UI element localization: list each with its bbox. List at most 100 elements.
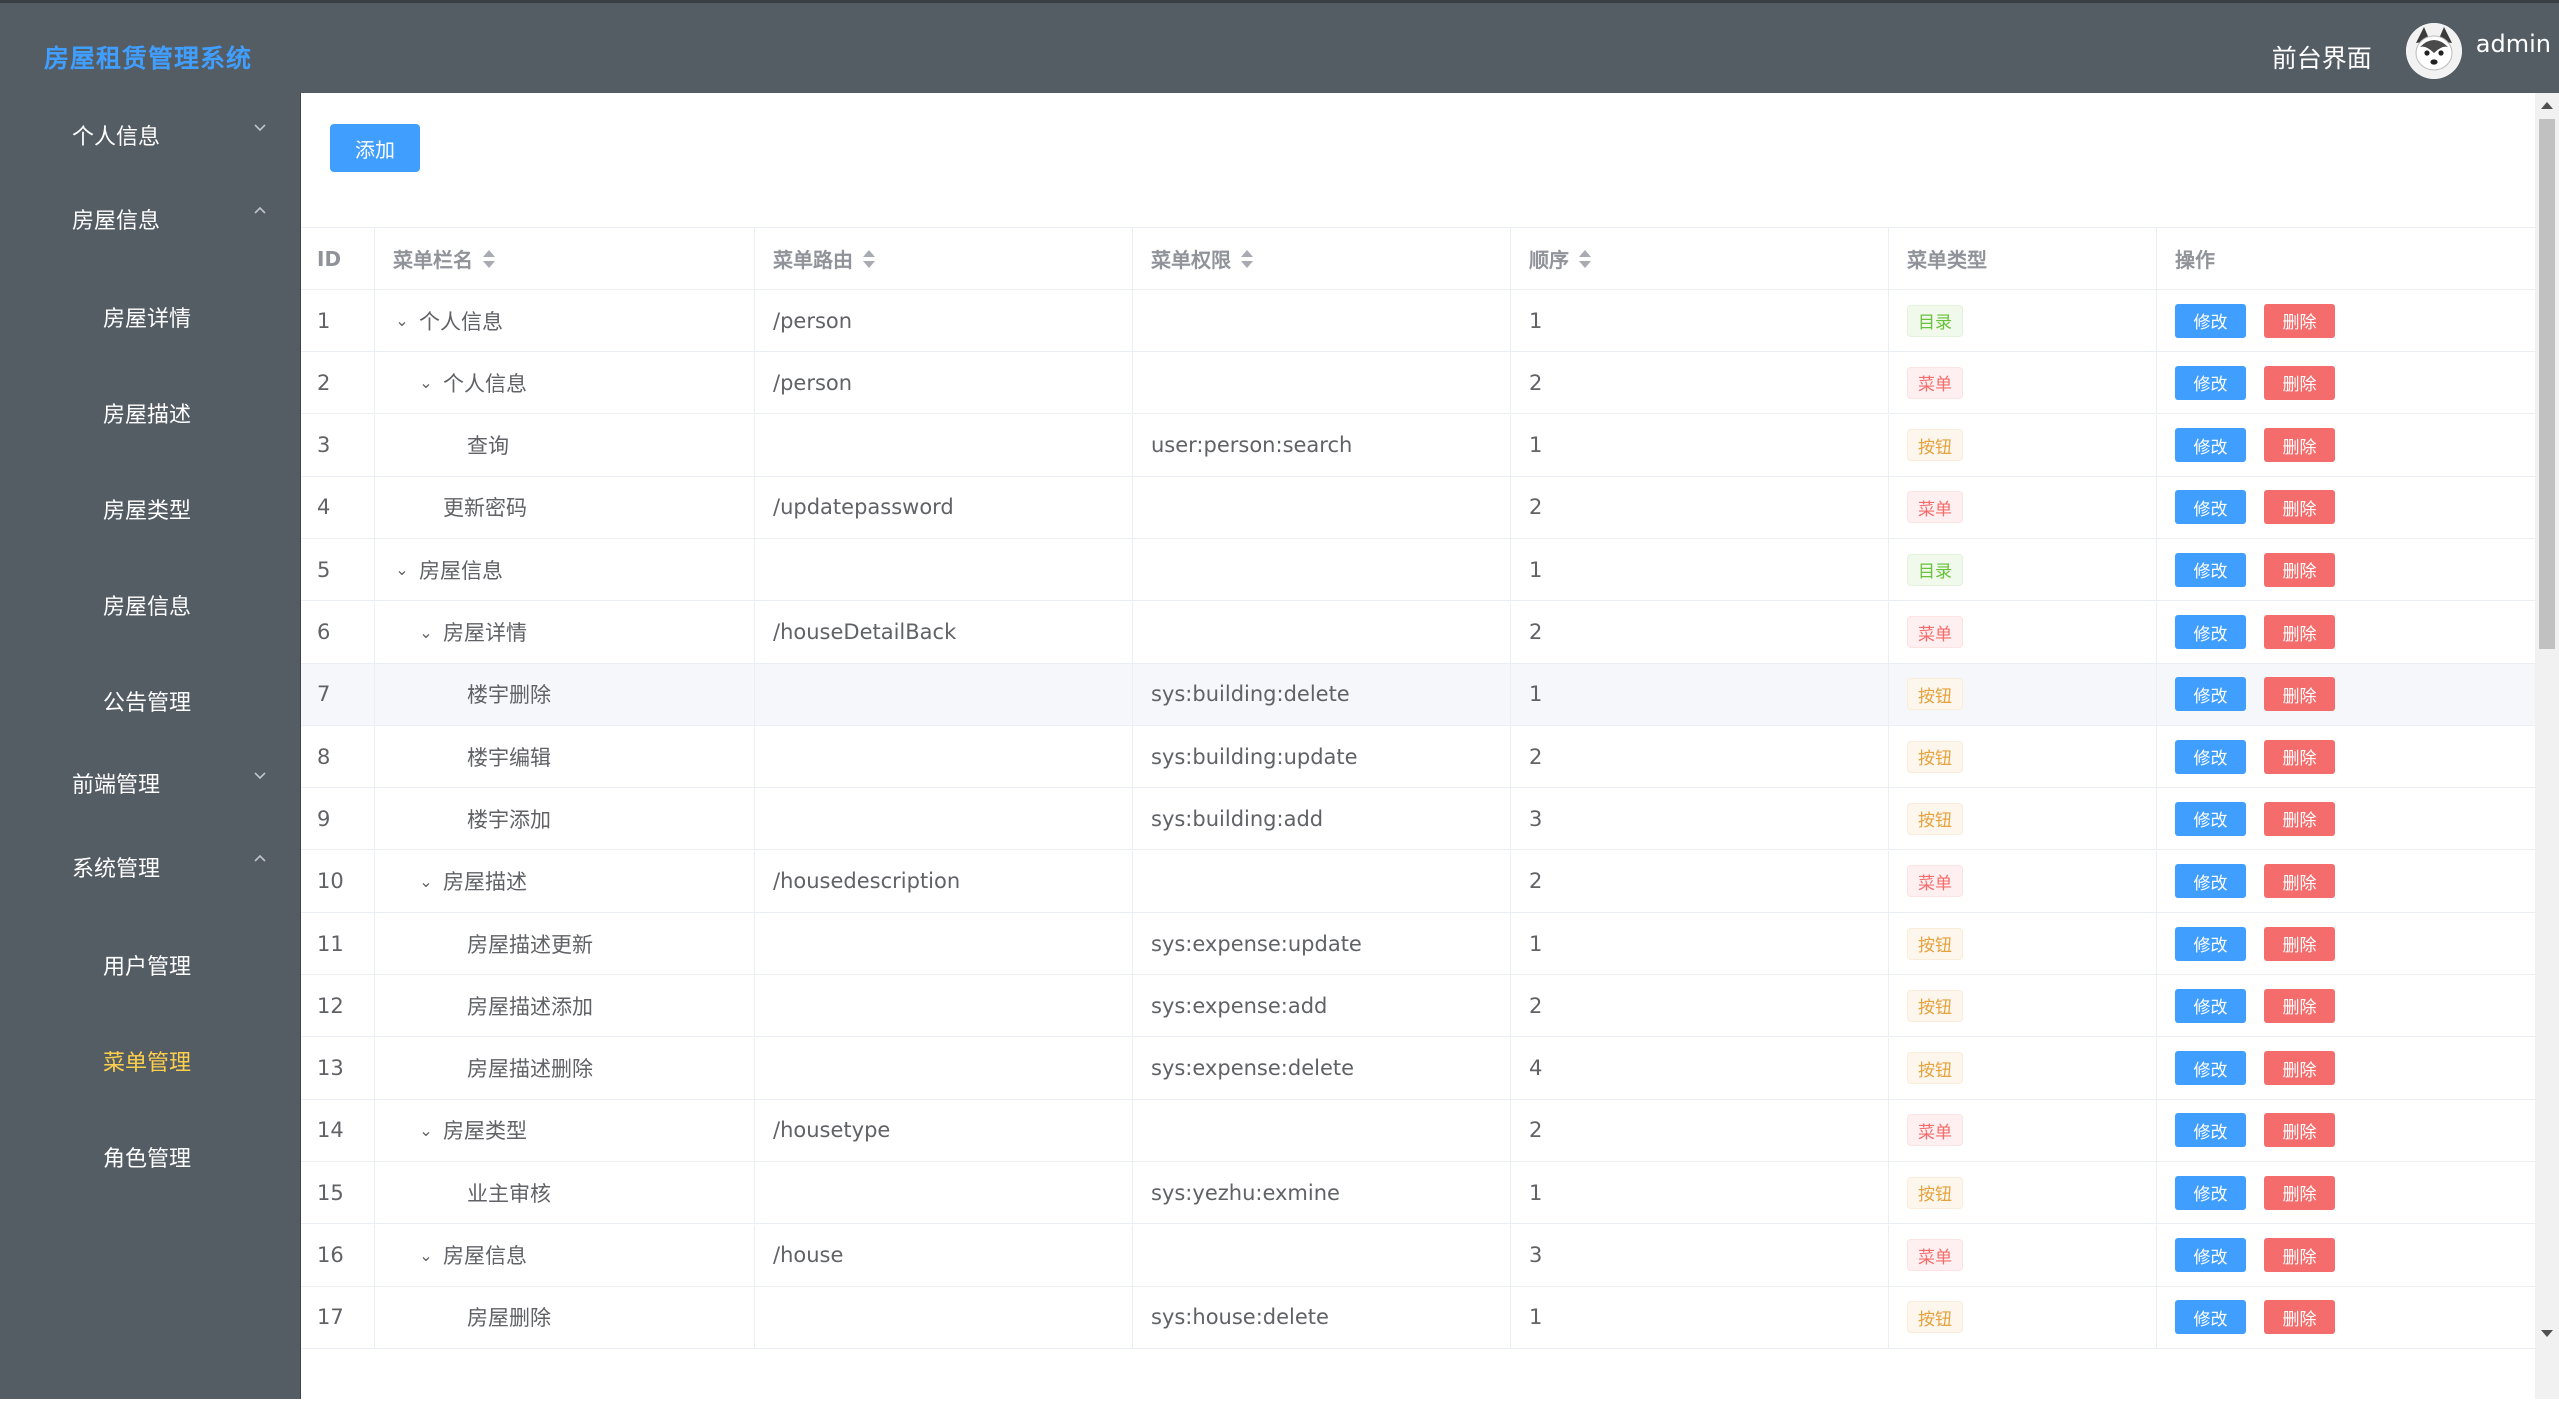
add-button[interactable]: 添加 — [330, 124, 420, 172]
app-logo-title[interactable]: 房屋租赁管理系统 — [44, 44, 253, 73]
delete-button[interactable]: 删除 — [2264, 490, 2335, 525]
sort-icon[interactable] — [483, 249, 495, 269]
delete-button[interactable]: 删除 — [2264, 1238, 2335, 1272]
delete-button[interactable]: 删除 — [2264, 677, 2335, 712]
column-header-permission[interactable]: 菜单权限 — [1133, 228, 1511, 289]
cell-name: 业主审核 — [375, 1162, 755, 1224]
table-row[interactable]: 14 ⌄ 房屋类型/housetype 2 菜单 修改 删除 — [301, 1099, 2535, 1162]
table-row[interactable]: 15 业主审核 sys:yezhu:exmine 1 按钮 修改 删除 — [301, 1162, 2535, 1225]
scroll-up-arrow-icon[interactable] — [2541, 102, 2553, 109]
front-page-link[interactable]: 前台界面 — [2271, 43, 2372, 73]
sidebar-group-frontend-management[interactable]: 前端管理 — [0, 741, 300, 821]
cell-order: 2 — [1511, 726, 1889, 788]
sidebar-item-notice-management[interactable]: 公告管理 — [0, 655, 300, 745]
edit-button[interactable]: 修改 — [2175, 1238, 2246, 1272]
delete-button[interactable]: 删除 — [2264, 739, 2335, 774]
edit-button[interactable]: 修改 — [2175, 1300, 2246, 1335]
sidebar-item-label: 房屋描述 — [103, 403, 192, 428]
sidebar-group-system-management[interactable]: 系统管理 — [0, 825, 300, 905]
table-row[interactable]: 8 楼宇编辑 sys:building:update 2 按钮 修改 删除 — [301, 726, 2535, 789]
table-row[interactable]: 16 ⌄ 房屋信息/house 3 菜单 修改 删除 — [301, 1224, 2535, 1287]
edit-button[interactable]: 修改 — [2175, 1175, 2246, 1210]
chevron-down-icon[interactable]: ⌄ — [419, 622, 433, 642]
edit-button[interactable]: 修改 — [2175, 428, 2246, 463]
sidebar-item-menu-management[interactable]: 菜单管理 — [0, 1015, 300, 1105]
table-row[interactable]: 2 ⌄ 个人信息/person 2 菜单 修改 删除 — [301, 352, 2535, 415]
chevron-down-icon — [254, 124, 266, 132]
sidebar-group-house-info[interactable]: 房屋信息 — [0, 177, 300, 257]
edit-button[interactable]: 修改 — [2175, 490, 2246, 525]
delete-button[interactable]: 删除 — [2264, 926, 2335, 961]
vertical-scrollbar[interactable] — [2535, 93, 2559, 1399]
table-row[interactable]: 6 ⌄ 房屋详情/houseDetailBack 2 菜单 修改 删除 — [301, 601, 2535, 664]
sidebar-item-house-info[interactable]: 房屋信息 — [0, 559, 300, 649]
sidebar-item-role-management[interactable]: 角色管理 — [0, 1111, 300, 1201]
delete-button[interactable]: 删除 — [2264, 1175, 2335, 1210]
table-row[interactable]: 5 ⌄ 房屋信息 1 目录 修改 删除 — [301, 539, 2535, 602]
cell-type: 按钮 — [1889, 975, 2157, 1037]
table-row[interactable]: 10 ⌄ 房屋描述/housedescription 2 菜单 修改 删除 — [301, 850, 2535, 913]
avatar[interactable] — [2405, 22, 2462, 79]
delete-button[interactable]: 删除 — [2264, 1051, 2335, 1086]
sort-icon[interactable] — [863, 249, 875, 269]
chevron-down-icon[interactable]: ⌄ — [395, 311, 409, 330]
delete-button[interactable]: 删除 — [2264, 988, 2335, 1023]
delete-button[interactable]: 删除 — [2264, 801, 2335, 836]
scrollbar-thumb[interactable] — [2539, 119, 2555, 649]
edit-button[interactable]: 修改 — [2175, 677, 2246, 712]
edit-button[interactable]: 修改 — [2175, 926, 2246, 961]
table-row[interactable]: 12 房屋描述添加 sys:expense:add 2 按钮 修改 删除 — [301, 975, 2535, 1038]
table-row[interactable]: 3 查询 user:person:search 1 按钮 修改 删除 — [301, 414, 2535, 477]
column-header-order[interactable]: 顺序 — [1511, 228, 1889, 289]
chevron-down-icon[interactable]: ⌄ — [419, 373, 433, 393]
delete-button[interactable]: 删除 — [2264, 1300, 2335, 1335]
sort-icon[interactable] — [1579, 249, 1591, 269]
type-tag: 按钮 — [1907, 989, 1963, 1022]
table-row[interactable]: 1 ⌄ 个人信息/person 1 目录 修改 删除 — [301, 290, 2535, 352]
cell-text: 3 — [1529, 806, 1543, 831]
sidebar-item-user-management[interactable]: 用户管理 — [0, 919, 300, 1009]
scroll-down-arrow-icon[interactable] — [2541, 1330, 2553, 1337]
chevron-down-icon[interactable]: ⌄ — [419, 1120, 433, 1140]
sidebar-item-house-description[interactable]: 房屋描述 — [0, 367, 300, 457]
cell-text: sys:building:add — [1151, 806, 1324, 831]
sidebar-item-label: 房屋类型 — [103, 499, 192, 524]
column-header-name[interactable]: 菜单栏名 — [375, 228, 755, 289]
chevron-down-icon[interactable]: ⌄ — [395, 560, 409, 580]
sidebar-item-house-detail[interactable]: 房屋详情 — [0, 271, 300, 361]
edit-button[interactable]: 修改 — [2175, 1051, 2246, 1086]
delete-button[interactable]: 删除 — [2264, 864, 2335, 899]
table-row[interactable]: 9 楼宇添加 sys:building:add 3 按钮 修改 删除 — [301, 788, 2535, 851]
sidebar-group-personal-info[interactable]: 个人信息 — [0, 93, 300, 173]
table-row[interactable]: 13 房屋描述删除 sys:expense:delete 4 按钮 修改 删除 — [301, 1037, 2535, 1100]
table-row[interactable]: 4 更新密码/updatepassword 2 菜单 修改 删除 — [301, 476, 2535, 539]
edit-button[interactable]: 修改 — [2175, 988, 2246, 1023]
delete-button[interactable]: 删除 — [2264, 428, 2335, 463]
username-label[interactable]: admin — [2475, 29, 2551, 58]
table-row[interactable]: 11 房屋描述更新 sys:expense:update 1 按钮 修改 删除 — [301, 913, 2535, 975]
chevron-down-icon[interactable]: ⌄ — [419, 1245, 433, 1265]
sort-icon[interactable] — [1241, 249, 1253, 269]
edit-button[interactable]: 修改 — [2175, 615, 2246, 649]
sidebar-item-house-type[interactable]: 房屋类型 — [0, 463, 300, 553]
delete-button[interactable]: 删除 — [2264, 365, 2335, 400]
cell-permission — [1133, 352, 1511, 414]
delete-button[interactable]: 删除 — [2264, 1113, 2335, 1148]
edit-button[interactable]: 修改 — [2175, 303, 2246, 338]
edit-button[interactable]: 修改 — [2175, 739, 2246, 774]
edit-button[interactable]: 修改 — [2175, 1113, 2246, 1148]
edit-button[interactable]: 修改 — [2175, 864, 2246, 899]
type-tag: 目录 — [1907, 553, 1963, 586]
edit-button[interactable]: 修改 — [2175, 801, 2246, 836]
edit-button[interactable]: 修改 — [2175, 365, 2246, 400]
chevron-down-icon[interactable]: ⌄ — [419, 871, 433, 891]
table-row[interactable]: 7 楼宇删除 sys:building:delete 1 按钮 修改 删除 — [301, 663, 2535, 726]
edit-button[interactable]: 修改 — [2175, 552, 2246, 587]
table-row[interactable]: 17 房屋删除 sys:house:delete 1 按钮 修改 删除 — [301, 1286, 2535, 1349]
delete-button[interactable]: 删除 — [2264, 303, 2335, 338]
cell-actions: 修改 删除 — [2157, 1225, 2535, 1286]
column-header-route[interactable]: 菜单路由 — [755, 228, 1133, 289]
type-tag: 按钮 — [1907, 678, 1963, 711]
delete-button[interactable]: 删除 — [2264, 615, 2335, 649]
delete-button[interactable]: 删除 — [2264, 552, 2335, 587]
